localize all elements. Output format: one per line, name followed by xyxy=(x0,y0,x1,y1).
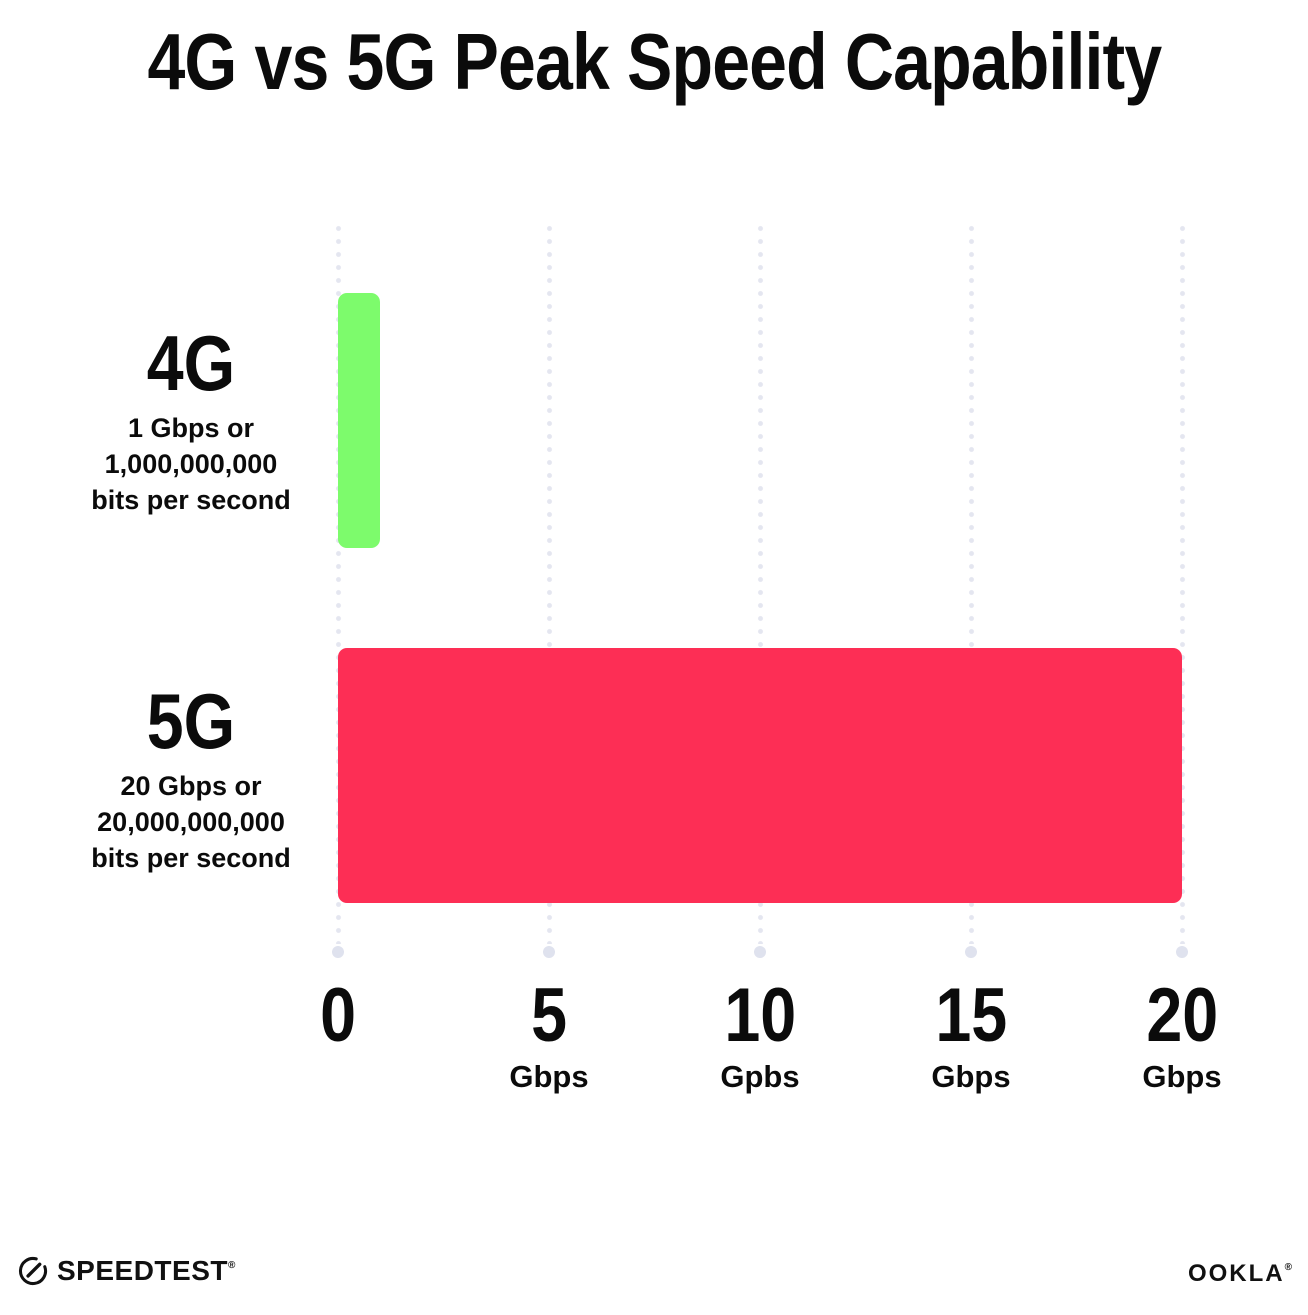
x-tick-20: 20 Gbps xyxy=(1062,978,1302,1094)
sublabel-line: 20,000,000,000 xyxy=(97,807,285,837)
x-tick-10: 10 Gpbs xyxy=(640,978,880,1094)
x-tick-20-unit: Gbps xyxy=(1142,1059,1222,1094)
gridline-10 xyxy=(756,222,764,944)
speedtest-trademark: ® xyxy=(227,1259,236,1271)
ookla-logo: OOKLA® xyxy=(1188,1260,1292,1288)
sublabel-line: 1 Gbps or xyxy=(127,413,255,443)
row-label-5g: 5G 20 Gbps or 20,000,000,000 bits per se… xyxy=(66,678,316,876)
gridline-20 xyxy=(1178,222,1186,944)
sublabel-line: 1,000,000,000 xyxy=(104,449,278,479)
chart-title-text: 4G vs 5G Peak Speed Capability xyxy=(147,17,1162,106)
speedtest-gauge-icon xyxy=(18,1256,47,1286)
chart-title: 4G vs 5G Peak Speed Capability xyxy=(0,16,1308,108)
gridline-0 xyxy=(334,222,342,944)
gridline-5 xyxy=(545,222,553,944)
x-tick-10-unit: Gpbs xyxy=(720,1059,800,1094)
ookla-trademark: ® xyxy=(1284,1262,1292,1273)
gridline-15 xyxy=(967,222,975,944)
x-tick-5: 5 Gbps xyxy=(429,978,669,1094)
sublabel-line: 20 Gbps or xyxy=(120,771,262,801)
row-label-4g-title: 4G xyxy=(146,319,236,407)
x-tick-15: 15 Gbps xyxy=(851,978,1091,1094)
bar-5g xyxy=(338,648,1182,903)
sublabel-line: bits per second xyxy=(91,485,291,515)
ookla-wordmark: OOKLA xyxy=(1187,1260,1285,1287)
speedtest-logo: SPEEDTEST® xyxy=(16,1254,235,1288)
row-label-5g-title: 5G xyxy=(146,677,236,765)
bar-4g xyxy=(338,293,381,548)
x-tick-0: 0 xyxy=(320,973,356,1058)
x-axis: 0 5 Gbps 10 Gpbs 15 Gbps 20 Gbps xyxy=(320,978,1222,1118)
x-tick-15-unit: Gbps xyxy=(931,1059,1011,1094)
sublabel-line: bits per second xyxy=(91,843,291,873)
row-label-4g: 4G 1 Gbps or 1,000,000,000 bits per seco… xyxy=(66,320,316,518)
row-label-4g-sublabel: 1 Gbps or 1,000,000,000 bits per second xyxy=(66,410,316,518)
x-tick-5-unit: Gbps xyxy=(509,1059,589,1094)
row-label-5g-sublabel: 20 Gbps or 20,000,000,000 bits per secon… xyxy=(66,768,316,876)
plot-area xyxy=(334,222,1186,944)
speedtest-wordmark: SPEEDTEST® xyxy=(57,1255,236,1286)
